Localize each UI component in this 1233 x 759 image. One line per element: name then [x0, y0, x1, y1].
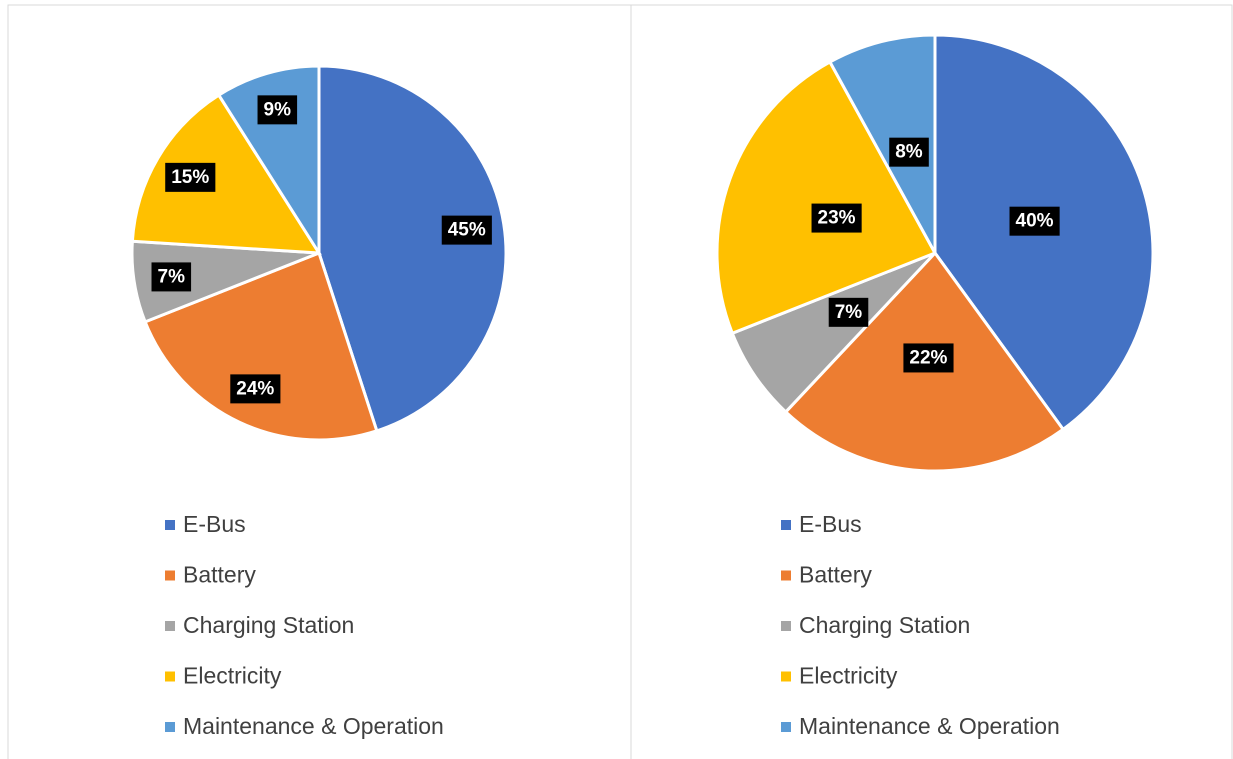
data-label: 24% [236, 378, 274, 399]
data-label-box [165, 162, 216, 192]
data-label-box [903, 343, 954, 373]
data-label: 22% [909, 347, 947, 368]
legend-swatch [165, 671, 175, 682]
pie-slice [827, 33, 937, 254]
data-label: 40% [1016, 211, 1054, 232]
legend-label: Electricity [799, 663, 898, 689]
legend-swatch [165, 520, 175, 530]
legend-swatch [781, 570, 791, 581]
data-label: 8% [895, 142, 923, 163]
legend-label: Charging Station [183, 612, 354, 638]
legend-label: Maintenance & Operation [183, 713, 444, 739]
data-label: 45% [448, 220, 486, 241]
data-label-box [230, 374, 281, 404]
data-label: 7% [835, 302, 863, 323]
data-label-box [257, 95, 298, 125]
data-label: 9% [264, 99, 292, 120]
legend-label: Electricity [183, 663, 282, 689]
legend-label: Battery [799, 562, 872, 588]
data-label-box [151, 262, 192, 292]
legend-label: Battery [183, 562, 256, 588]
data-label-box [889, 137, 929, 167]
legend-swatch [781, 722, 791, 732]
legend-label: Maintenance & Operation [799, 713, 1060, 739]
legend-swatch [165, 621, 175, 631]
data-label-box [1009, 206, 1060, 236]
data-label: 15% [171, 167, 209, 188]
pie-slice [130, 93, 322, 255]
legend-swatch [781, 671, 791, 682]
legend-swatch [781, 621, 791, 631]
frame [7, 4, 1233, 759]
data-label-box [811, 203, 862, 233]
legend-label: E-Bus [183, 511, 246, 537]
data-label: 23% [818, 208, 856, 229]
data-label-box [828, 297, 869, 327]
data-label: 7% [158, 266, 186, 287]
legend-label: E-Bus [799, 511, 862, 537]
pie-slice [317, 64, 508, 433]
legend-swatch [165, 570, 175, 581]
data-label-box [441, 215, 492, 245]
legend-swatch [165, 722, 175, 732]
pie-slice [715, 59, 938, 336]
legend-swatch [781, 520, 791, 530]
legend-label: Charging Station [799, 612, 970, 638]
